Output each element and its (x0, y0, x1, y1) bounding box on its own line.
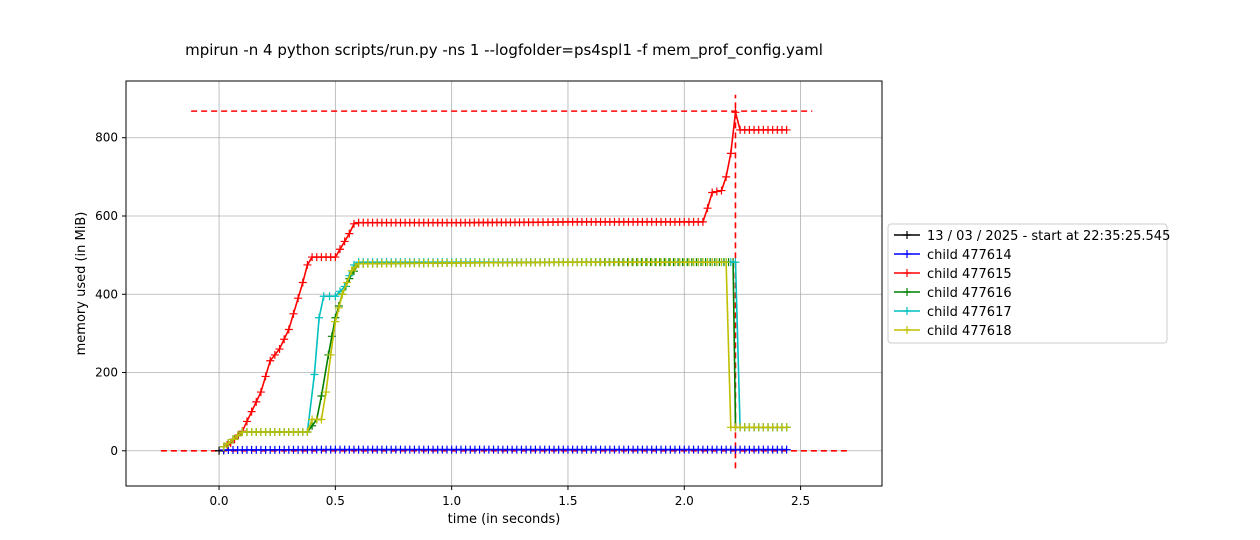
legend-marker (903, 250, 911, 258)
data-marker (289, 309, 298, 318)
data-marker (342, 278, 351, 287)
data-marker (351, 263, 360, 272)
data-marker (722, 172, 731, 181)
data-marker (347, 266, 356, 275)
data-marker (280, 335, 289, 344)
data-marker (275, 345, 284, 354)
data-marker (229, 435, 238, 444)
data-marker (219, 442, 228, 451)
x-tick-label: 2.5 (791, 494, 810, 508)
chart-title: mpirun -n 4 python scripts/run.py -ns 1 … (185, 41, 823, 60)
legend-marker (903, 307, 911, 315)
data-marker (340, 237, 349, 246)
data-marker (345, 229, 354, 238)
data-marker (698, 217, 707, 226)
data-marker (331, 317, 340, 326)
y-tick-label: 800 (95, 131, 118, 145)
series-group (215, 108, 791, 455)
data-marker (303, 260, 312, 269)
data-marker (270, 350, 279, 359)
data-marker (331, 292, 340, 301)
series-line (223, 112, 787, 448)
legend-marker (903, 231, 911, 239)
series-3 (219, 258, 791, 451)
x-tick-label: 0.0 (209, 494, 228, 508)
series-5 (219, 258, 791, 451)
series-1 (219, 445, 791, 454)
data-marker (284, 325, 293, 334)
y-tick-label: 400 (95, 287, 118, 301)
x-axis-label: time (in seconds) (448, 512, 561, 527)
data-marker (712, 187, 721, 196)
data-marker (266, 356, 275, 365)
y-axis-ticks: 0 200 400 600 800 (95, 131, 126, 458)
data-marker (247, 407, 256, 416)
data-marker (334, 303, 343, 312)
legend-label: 13 / 03 / 2025 - start at 22:35:25.545 (927, 229, 1170, 244)
legend-label: child 477618 (927, 324, 1012, 339)
data-marker (252, 397, 261, 406)
y-tick-label: 600 (95, 209, 118, 223)
data-marker (261, 372, 270, 381)
plot-frame (125, 80, 883, 487)
legend-box (887, 223, 1168, 344)
y-axis-label: memory used (in MiB) (74, 212, 89, 356)
data-marker (331, 253, 340, 262)
data-marker (310, 370, 319, 379)
data-marker (317, 392, 326, 400)
legend-marker (903, 326, 911, 334)
data-marker (224, 439, 233, 448)
x-tick-label: 1.5 (558, 494, 577, 508)
data-marker (322, 388, 331, 397)
x-tick-label: 1.0 (442, 494, 461, 508)
data-marker (233, 431, 242, 440)
data-marker (782, 125, 791, 134)
data-marker (731, 258, 740, 267)
data-marker (722, 258, 731, 267)
data-marker (317, 415, 326, 424)
legend-label: child 477614 (927, 248, 1012, 263)
legend-marker (903, 288, 911, 296)
reference-lines (160, 94, 848, 469)
series-4 (219, 258, 791, 451)
data-marker (717, 186, 726, 195)
data-marker (349, 219, 358, 228)
series-2 (219, 108, 791, 451)
y-tick-label: 200 (95, 366, 118, 380)
data-marker (338, 290, 347, 299)
data-marker (315, 313, 324, 322)
data-marker (256, 388, 265, 397)
legend-label: child 477616 (927, 286, 1012, 301)
data-marker (336, 245, 345, 254)
x-tick-label: 0.5 (326, 494, 345, 508)
legend-label: child 477615 (927, 267, 1012, 282)
data-marker (731, 108, 740, 117)
data-marker (294, 294, 303, 303)
data-marker (303, 428, 312, 436)
y-tick-label: 0 (110, 444, 118, 458)
data-marker (782, 423, 791, 432)
data-marker (242, 417, 251, 426)
legend-label: child 477617 (927, 305, 1012, 320)
data-marker (327, 332, 336, 341)
x-axis-ticks: 0.0 0.5 1.0 1.5 2.0 2.5 (209, 486, 810, 508)
legend-marker (903, 269, 911, 277)
data-marker (726, 149, 735, 158)
legend: 13 / 03 / 2025 - start at 22:35:25.545 ch… (887, 223, 1170, 344)
data-marker (782, 445, 791, 454)
data-marker (708, 188, 717, 197)
data-marker (298, 278, 307, 287)
data-marker (326, 350, 335, 359)
data-marker (703, 204, 712, 213)
x-tick-label: 2.0 (675, 494, 694, 508)
